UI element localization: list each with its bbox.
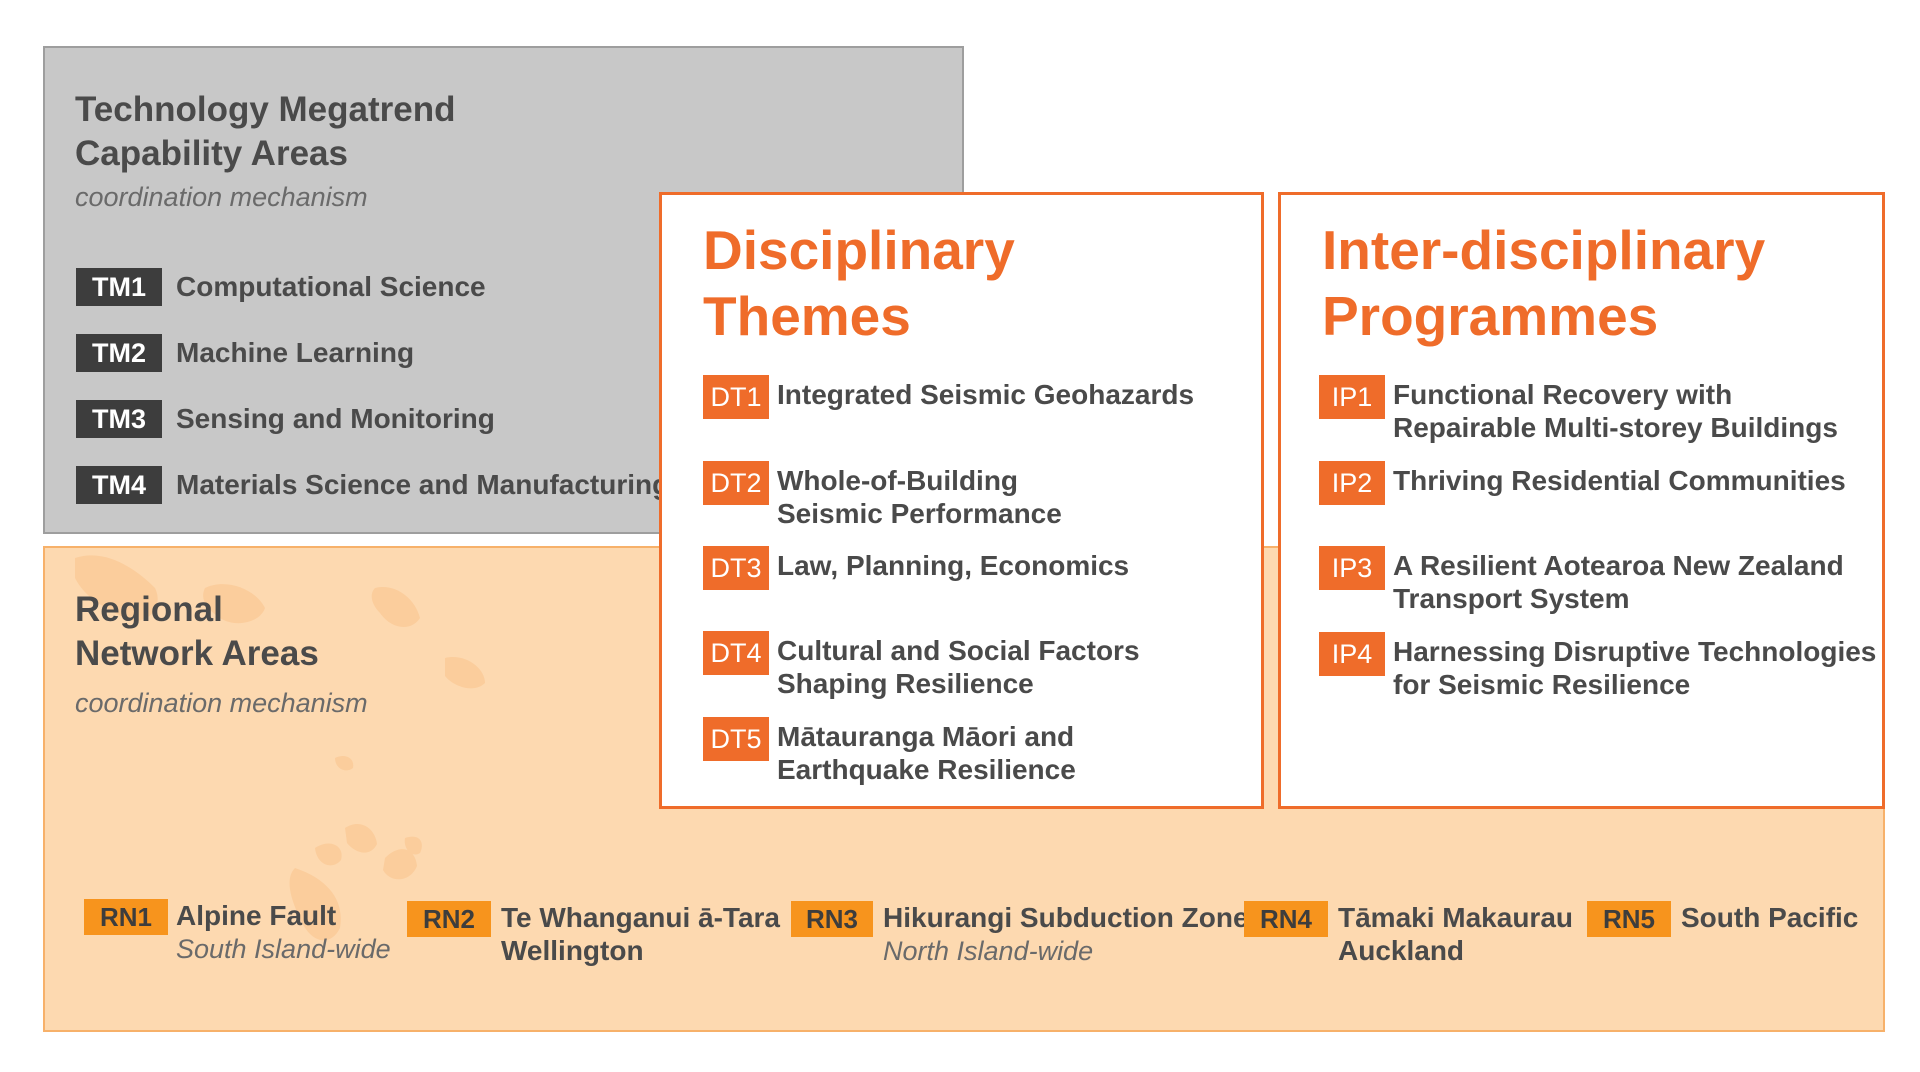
ip-item: IP4 Harnessing Disruptive Technologies f… [1319,632,1876,701]
tm-label: Sensing and Monitoring [176,403,495,434]
rn-item: RN2 Te Whanganui ā-Tara Wellington [407,901,780,967]
rn-code-badge: RN3 [791,901,873,937]
ip-code-badge: IP1 [1319,375,1385,419]
dt-label: Integrated Seismic Geohazards [777,379,1195,410]
rn-text: Hikurangi Subduction Zone North Island-w… [883,901,1249,968]
ip-label: Harnessing Disruptive Technologies for S… [1393,636,1877,700]
dt-label: Whole-of-Building Seismic Performance [777,465,1062,529]
rn-text: Te Whanganui ā-Tara Wellington [501,901,780,967]
dt-code-badge: DT3 [703,546,769,590]
rn-item: RN4 Tāmaki Makaurau Auckland [1244,901,1573,967]
ip-label: Functional Recovery with Repairable Mult… [1393,379,1838,443]
regional-title-line2: Network Areas [75,634,319,673]
rn-code-badge: RN2 [407,901,491,937]
dt-code-badge: DT5 [703,717,769,761]
rn-code-badge: RN5 [1587,901,1671,937]
tm-item: TM4 Materials Science and Manufacturing [76,466,669,504]
rn-name: Alpine Fault [176,900,337,931]
tm-item: TM2 Machine Learning [76,334,414,372]
technology-title-line2: Capability Areas [75,134,348,173]
rn-sub: South Island-wide [176,934,391,964]
disciplinary-title-line1: Disciplinary [703,219,1015,281]
tm-code-badge: TM2 [76,334,162,372]
rn-item: RN1 Alpine Fault South Island-wide [84,899,391,966]
rn-text: South Pacific [1681,901,1858,934]
rn-text: Alpine Fault South Island-wide [176,899,391,966]
interdisciplinary-programmes-panel: Inter-disciplinary Programmes IP1 Functi… [1278,192,1885,809]
dt-code-badge: DT1 [703,375,769,419]
ip-code-badge: IP4 [1319,632,1385,676]
disciplinary-title-line2: Themes [703,285,911,347]
dt-label: Mātauranga Māori and Earthquake Resilien… [777,721,1076,785]
rn-sub: North Island-wide [883,936,1094,966]
ip-item: IP3 A Resilient Aotearoa New Zealand Tra… [1319,546,1844,615]
tm-code-badge: TM3 [76,400,162,438]
technology-title-line1: Technology Megatrend [75,90,456,129]
ip-code-badge: IP3 [1319,546,1385,590]
pacific-map-background [75,555,485,941]
interdisciplinary-title-line2: Programmes [1322,285,1659,347]
dt-item: DT3 Law, Planning, Economics [703,546,1129,590]
technology-subtitle: coordination mechanism [75,182,368,212]
rn-name: Hikurangi Subduction Zone [883,902,1249,933]
interdisciplinary-title-line1: Inter-disciplinary [1322,219,1766,281]
rn-text: Tāmaki Makaurau Auckland [1338,901,1573,967]
rn-item: RN3 Hikurangi Subduction Zone North Isla… [791,901,1249,968]
rn-item: RN5 South Pacific [1587,901,1858,937]
disciplinary-themes-panel: Disciplinary Themes DT1 Integrated Seism… [659,192,1264,809]
dt-item: DT4 Cultural and Social Factors Shaping … [703,631,1140,700]
dt-item: DT2 Whole-of-Building Seismic Performanc… [703,461,1062,530]
dt-label: Cultural and Social Factors Shaping Resi… [777,635,1140,699]
tm-code-badge: TM1 [76,268,162,306]
regional-subtitle: coordination mechanism [75,688,368,718]
tm-label: Materials Science and Manufacturing [176,469,670,500]
dt-item: DT5 Mātauranga Māori and Earthquake Resi… [703,717,1076,786]
dt-code-badge: DT4 [703,631,769,675]
ip-code-badge: IP2 [1319,461,1385,505]
regional-title-line1: Regional [75,590,223,629]
ip-label: Thriving Residential Communities [1393,465,1846,496]
tm-code-badge: TM4 [76,466,162,504]
rn-name: South Pacific [1681,902,1859,933]
rn-name: Tāmaki Makaurau Auckland [1338,902,1573,966]
ip-item: IP2 Thriving Residential Communities [1319,461,1846,505]
rn-name: Te Whanganui ā-Tara Wellington [501,902,780,966]
ip-item: IP1 Functional Recovery with Repairable … [1319,375,1838,444]
rn-code-badge: RN4 [1244,901,1328,937]
ip-label: A Resilient Aotearoa New Zealand Transpo… [1393,550,1844,614]
dt-code-badge: DT2 [703,461,769,505]
dt-item: DT1 Integrated Seismic Geohazards [703,375,1194,419]
dt-label: Law, Planning, Economics [777,550,1130,581]
rn-code-badge: RN1 [84,899,168,935]
tm-item: TM3 Sensing and Monitoring [76,400,495,438]
tm-item: TM1 Computational Science [76,268,486,306]
tm-label: Machine Learning [176,337,415,368]
tm-label: Computational Science [176,271,486,302]
